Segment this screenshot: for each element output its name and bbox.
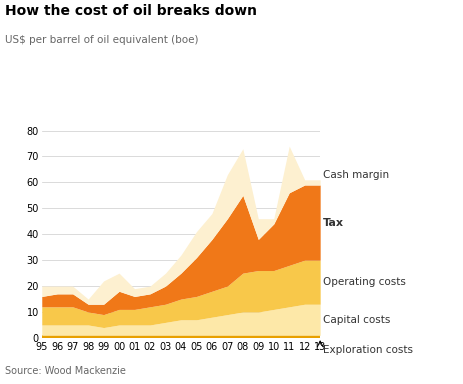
Text: Capital costs: Capital costs <box>323 315 390 325</box>
Text: Exploration costs: Exploration costs <box>323 344 413 354</box>
Text: Tax: Tax <box>323 218 344 228</box>
Text: How the cost of oil breaks down: How the cost of oil breaks down <box>5 4 256 18</box>
Text: Cash margin: Cash margin <box>323 170 388 180</box>
Text: Source: Wood Mackenzie: Source: Wood Mackenzie <box>5 366 125 376</box>
Text: US$ per barrel of oil equivalent (boe): US$ per barrel of oil equivalent (boe) <box>5 35 198 45</box>
Text: Operating costs: Operating costs <box>323 277 405 287</box>
